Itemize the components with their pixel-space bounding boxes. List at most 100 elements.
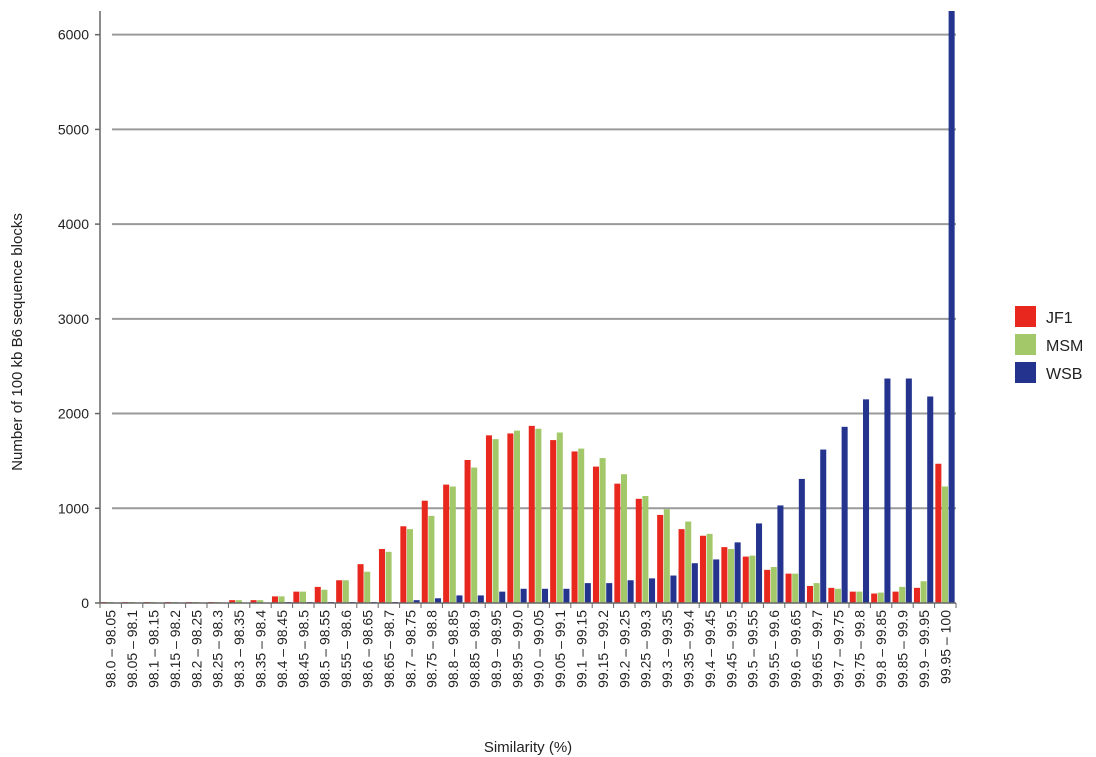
x-tick-label: 99.0 – 99.05 [531,610,547,688]
bar-jf1 [913,587,920,603]
bar-msm [599,458,606,603]
bar-msm [856,591,863,603]
x-tick-label: 99.2 – 99.25 [616,610,632,688]
bar-msm [299,591,307,603]
bar-jf1 [742,556,749,603]
x-tick-label: 98.95 – 99.0 [509,610,525,688]
bar-jf1 [935,463,942,603]
bar-wsb [841,426,848,603]
y-tick-label: 6000 [58,27,89,43]
bar-msm [663,509,670,603]
x-tick-label: 98.55 – 98.6 [338,610,354,688]
bar-wsb [948,11,955,603]
x-tick-label: 98.4 – 98.45 [274,610,290,688]
bar-wsb [713,559,720,603]
legend-label-msm: MSM [1046,338,1083,355]
bar-wsb [798,478,805,603]
bar-wsb [649,578,656,603]
x-tick-label: 98.45 – 98.5 [295,610,311,688]
bar-wsb [456,595,463,603]
legend: JF1 MSM WSB [1015,306,1083,383]
bar-wsb [499,591,506,603]
bar-wsb [413,600,420,603]
bar-jf1 [528,425,535,603]
bar-jf1 [892,591,899,603]
bar-wsb [884,378,891,603]
bar-jf1 [635,498,642,603]
bar-wsb [477,595,484,603]
x-tick-label: 99.8 – 99.85 [873,610,889,688]
y-tick-label: 3000 [58,311,89,327]
x-tick-label: 98.25 – 98.3 [210,610,226,688]
bar-wsb [542,588,549,603]
bar-msm [941,486,949,603]
x-tick-label: 98.65 – 98.7 [381,610,397,688]
x-tick-label: 98.75 – 98.8 [424,610,440,688]
bar-jf1 [400,526,407,603]
bar-jf1 [443,484,450,603]
bar-msm [406,529,414,603]
y-tick-label: 2000 [58,406,89,422]
bar-jf1 [678,529,685,603]
x-tick-label: 99.3 – 99.35 [659,610,675,688]
bar-jf1 [871,593,878,603]
bar-msm [321,589,328,603]
bar-jf1 [828,587,835,603]
bar-wsb [820,449,827,603]
bar-msm [364,571,371,603]
x-tick-label: 99.7 – 99.75 [830,610,846,688]
bar-jf1 [764,569,771,603]
x-tick-label: 99.95 – 100 [937,610,953,684]
bar-wsb [584,583,591,603]
x-tick-label: 98.7 – 98.75 [402,610,418,688]
bar-wsb [734,542,741,603]
x-tick-label: 99.35 – 99.4 [681,610,697,688]
bar-jf1 [571,451,578,603]
x-tick-label: 98.2 – 98.25 [188,610,204,688]
bar-wsb [905,378,912,603]
bar-wsb [520,588,527,603]
bar-wsb [563,588,570,603]
y-tick-label: 1000 [58,500,89,516]
bar-jf1 [785,573,792,603]
bar-msm [471,467,478,603]
bar-msm [385,551,392,603]
bar-wsb [927,396,934,603]
bar-jf1 [464,459,471,603]
bar-msm [620,474,628,603]
x-tick-label: 99.75 – 99.8 [852,610,868,688]
bar-msm [556,432,563,603]
bar-msm [899,586,906,603]
bar-msm [428,515,435,603]
bar-msm [257,600,264,603]
x-tick-label: 99.4 – 99.45 [702,610,718,688]
bar-jf1 [507,433,514,603]
bar-jf1 [657,514,664,603]
bar-msm [235,600,242,603]
bar-msm [877,592,884,603]
bar-jf1 [378,549,385,603]
bar-msm [535,428,542,603]
bar-msm [342,580,349,603]
bar-jf1 [485,435,492,603]
x-tick-label: 98.9 – 98.95 [488,610,504,688]
x-tick-label: 99.15 – 99.2 [595,610,611,688]
bar-msm [449,486,456,603]
legend-swatch-msm [1015,334,1036,355]
bar-jf1 [229,600,236,603]
bar-jf1 [314,586,321,603]
x-tick-label: 98.15 – 98.2 [167,610,183,688]
bar-wsb [777,505,784,603]
x-tick-label: 98.3 – 98.35 [231,610,247,688]
bar-msm [706,533,713,603]
bar-msm [792,573,799,603]
x-tick-label: 98.6 – 98.65 [360,610,376,688]
bar-msm [749,555,756,603]
bar-msm [513,430,521,603]
bar-msm [770,567,777,603]
bar-jf1 [699,535,706,603]
x-tick-label: 99.6 – 99.65 [788,610,804,688]
gridlines [112,33,956,510]
y-tick-label: 5000 [58,121,89,137]
